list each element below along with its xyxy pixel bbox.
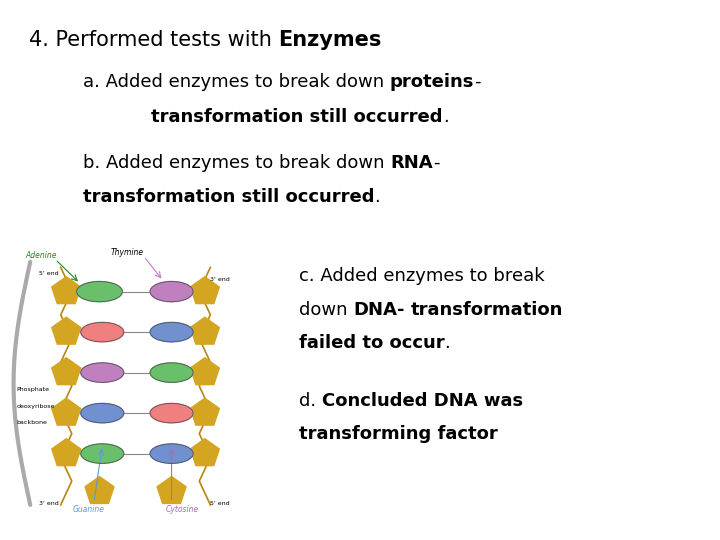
Ellipse shape [150, 444, 193, 463]
Text: -: - [433, 154, 439, 172]
Ellipse shape [81, 363, 124, 382]
Text: c. Added enzymes to break: c. Added enzymes to break [299, 267, 544, 285]
Text: .: . [443, 108, 449, 126]
Text: transformation still occurred: transformation still occurred [83, 188, 374, 206]
Ellipse shape [150, 281, 193, 302]
Text: Phosphate: Phosphate [17, 388, 50, 393]
Text: .: . [444, 334, 450, 352]
Text: RNA: RNA [390, 154, 433, 172]
Text: Concluded DNA was: Concluded DNA was [322, 392, 523, 409]
Text: transformation still occurred: transformation still occurred [151, 108, 443, 126]
Text: failed to occur: failed to occur [299, 334, 444, 352]
Text: .: . [374, 188, 380, 206]
Text: 5' end: 5' end [210, 501, 230, 506]
Text: 3' end: 3' end [210, 277, 230, 282]
Text: 5' end: 5' end [39, 272, 58, 276]
Text: Thymine: Thymine [111, 248, 144, 257]
Text: d.: d. [299, 392, 322, 409]
Ellipse shape [81, 444, 124, 463]
Ellipse shape [150, 403, 193, 423]
Text: deoxyribose: deoxyribose [17, 404, 55, 409]
Text: transformation: transformation [410, 301, 563, 319]
Text: DNA: DNA [353, 301, 397, 319]
Text: -: - [397, 301, 410, 319]
Text: Guanine: Guanine [73, 505, 104, 514]
Text: a. Added enzymes to break down: a. Added enzymes to break down [83, 73, 390, 91]
Ellipse shape [81, 403, 124, 423]
Text: backbone: backbone [17, 420, 48, 425]
Text: proteins: proteins [390, 73, 474, 91]
Text: transforming factor: transforming factor [299, 425, 498, 443]
Text: 4. Performed tests with: 4. Performed tests with [29, 30, 279, 50]
Ellipse shape [150, 363, 193, 382]
Ellipse shape [81, 322, 124, 342]
Ellipse shape [76, 281, 122, 302]
Text: b. Added enzymes to break down: b. Added enzymes to break down [83, 154, 390, 172]
Text: -: - [474, 73, 480, 91]
Text: Adenine: Adenine [25, 251, 57, 260]
Text: 3' end: 3' end [39, 501, 58, 506]
Text: Enzymes: Enzymes [279, 30, 382, 50]
Ellipse shape [150, 322, 193, 342]
Text: down: down [299, 301, 353, 319]
Text: Cytosine: Cytosine [166, 505, 199, 514]
